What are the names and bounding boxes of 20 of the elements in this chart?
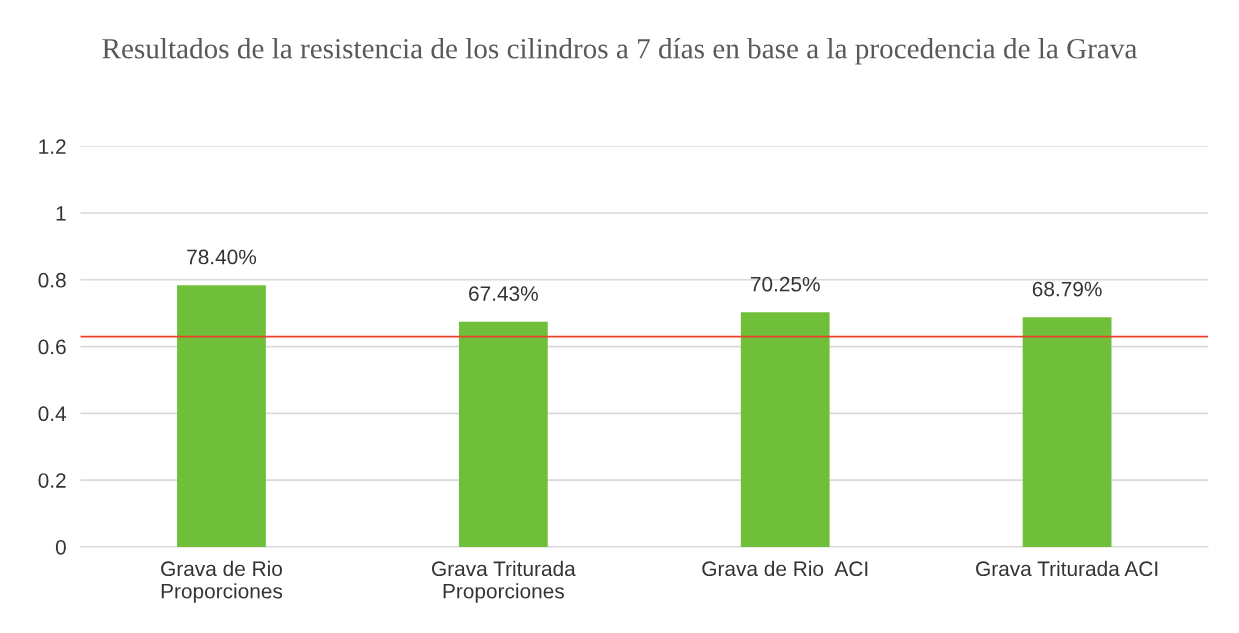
bar bbox=[740, 312, 830, 547]
x-tick-label: Grava Triturada ACI bbox=[976, 560, 1158, 577]
y-tick-label: 0.4 bbox=[38, 406, 67, 422]
x-tick-label: Grava de Rio ACI bbox=[702, 560, 868, 577]
y-tick-label: 1.2 bbox=[39, 139, 66, 154]
x-tick-label: Grava Triturada Proporciones bbox=[432, 560, 576, 603]
data-label: 78.40% bbox=[187, 249, 257, 265]
bar bbox=[177, 285, 266, 547]
data-label: 67.43% bbox=[469, 286, 538, 301]
y-tick-label: 1 bbox=[56, 206, 66, 221]
x-tick-label: Grava de Rio Proporciones bbox=[161, 560, 283, 603]
bar bbox=[1022, 317, 1112, 547]
bar bbox=[458, 321, 548, 547]
data-label: 70.25% bbox=[750, 276, 820, 292]
y-tick-label: 0.2 bbox=[38, 473, 66, 488]
data-label: 68.79% bbox=[1032, 281, 1102, 297]
y-tick-label: 0.6 bbox=[38, 339, 66, 355]
y-tick-label: 0 bbox=[55, 539, 66, 555]
y-tick-label: 0.8 bbox=[38, 272, 66, 288]
chart-title: Resultados de la resistencia de los cilindros a 7 días en base a la procedencia de la Grava bbox=[102, 37, 1137, 65]
